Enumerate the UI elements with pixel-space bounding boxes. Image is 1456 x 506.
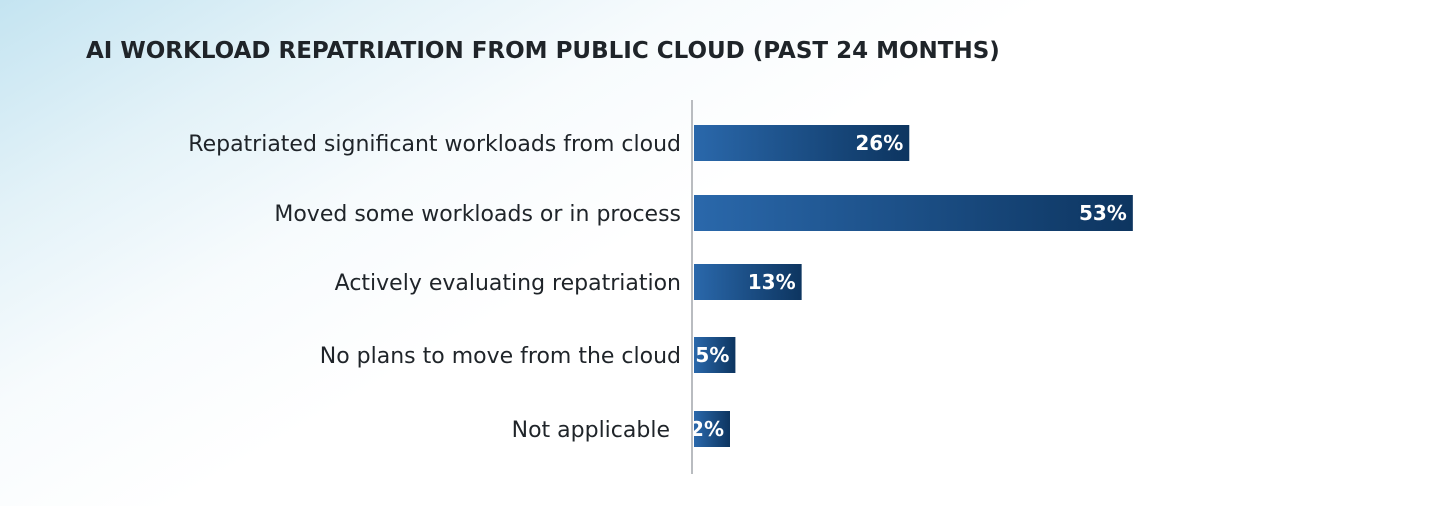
bar — [694, 195, 1133, 231]
value-label: 5% — [695, 343, 729, 367]
category-label: Repatriated significant workloads from c… — [188, 132, 681, 157]
value-label: 13% — [748, 270, 796, 294]
category-label: Not applicable — [512, 418, 670, 443]
value-label: 26% — [855, 131, 903, 155]
bar — [694, 337, 736, 373]
bar — [694, 264, 802, 300]
chart-title: AI WORKLOAD REPATRIATION FROM PUBLIC CLO… — [86, 38, 1000, 64]
category-label: No plans to move from the cloud — [320, 344, 681, 369]
value-label: 2% — [690, 417, 724, 441]
category-label: Moved some workloads or in process — [274, 202, 681, 227]
category-label: Actively evaluating repatriation — [335, 271, 681, 296]
bar — [694, 411, 730, 447]
value-label: 53% — [1079, 201, 1127, 225]
bar — [694, 125, 910, 161]
